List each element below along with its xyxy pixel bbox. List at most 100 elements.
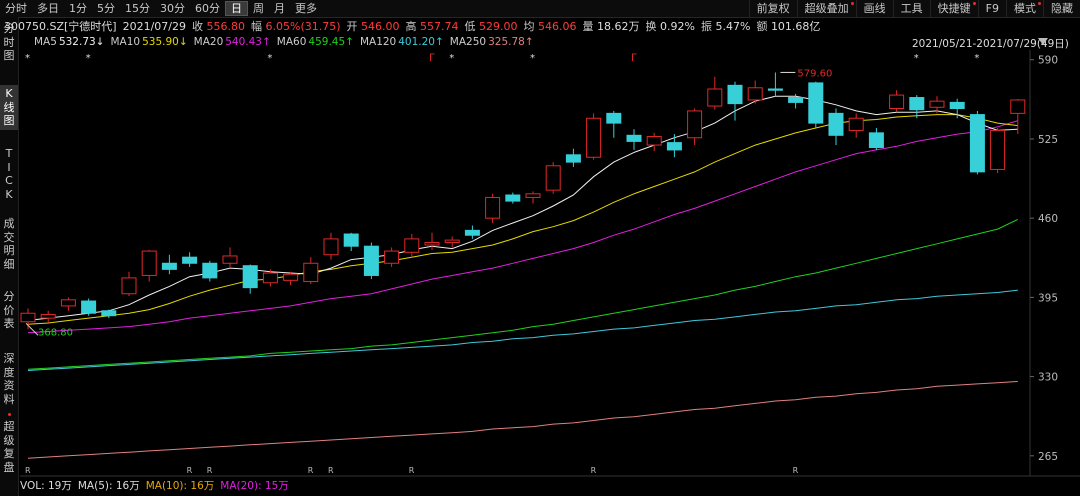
range-dropdown-icon[interactable] [1038, 38, 1048, 45]
open-value: 546.00 [361, 20, 400, 33]
candle-12 [262, 272, 278, 284]
toolbar-menu-6[interactable]: 模式 [1006, 0, 1043, 17]
event-marker-6: ᒥ [631, 53, 637, 64]
toolbar-menu-4[interactable]: 快捷键 [929, 0, 978, 17]
rights-marker-2: R [207, 466, 213, 475]
candle-6 [141, 250, 157, 276]
ma-legend-item-6: MA60 [276, 36, 307, 48]
candle-7 [161, 262, 177, 270]
toolbar-right-menu: 前复权 超级叠加 画线 工具 快捷键 F9 模式 隐藏 [748, 0, 1080, 17]
candle-19 [404, 238, 420, 253]
stock-code: 300750.SZ[宁德时代] [4, 20, 117, 33]
candle-15 [323, 238, 339, 256]
candle-39 [808, 82, 824, 124]
low-annotation-line [25, 322, 39, 336]
timeframe-tab-2[interactable]: 1分 [69, 2, 87, 15]
y-tick-label-2: 460 [1038, 213, 1058, 225]
vol-ma5: MA(5): 16万 [77, 480, 140, 492]
sidebar-tab-5[interactable]: 深度资料 [0, 350, 18, 408]
toolbar-menu-3[interactable]: 工具 [892, 0, 930, 17]
timeframe-tab-7[interactable]: 日 [225, 1, 248, 16]
ma-legend-item-8: MA120 [359, 36, 397, 48]
close-label: 收 [192, 20, 203, 33]
candle-11 [242, 265, 258, 289]
timeframe-tabs: 分时 多日 1分 5分 15分 30分 60分日周月更多 [0, 0, 322, 17]
timeframe-tab-6[interactable]: 60分 [195, 2, 220, 15]
candle-45 [929, 100, 945, 108]
candle-33 [687, 110, 703, 139]
date-range: 2021/05/21-2021/07/29(49日) [912, 38, 1069, 50]
event-marker-0: * [25, 53, 30, 64]
sidebar-tab-0[interactable]: 分时图 [0, 20, 18, 65]
timeframe-tab-8[interactable]: 周 [253, 2, 264, 15]
candle-20 [424, 242, 440, 246]
candle-0 [20, 312, 36, 323]
y-tick-label-4: 330 [1038, 372, 1058, 384]
ma-legend: MA5 532.73↓ MA10 535.90↓ MA20 540.43↑ MA60 459.… [34, 36, 540, 48]
candle-44 [909, 97, 925, 111]
event-marker-7: * [914, 53, 919, 64]
timeframe-tab-1[interactable]: 多日 [37, 2, 59, 15]
candle-14 [303, 262, 319, 283]
event-marker-4: * [449, 53, 454, 64]
close-value: 556.80 [206, 20, 246, 33]
candle-8 [182, 256, 198, 264]
candle-4 [101, 310, 117, 317]
timeframe-tab-9[interactable]: 月 [274, 2, 285, 15]
sidebar-tab-4[interactable]: 分价表 [0, 288, 18, 333]
candle-35 [727, 84, 743, 105]
candle-23 [485, 196, 501, 219]
candle-17 [363, 245, 379, 276]
toolbar-menu-7[interactable]: 隐藏 [1043, 0, 1080, 17]
event-marker-3: ᒥ [429, 53, 435, 64]
toolbar-menu-1[interactable]: 超级叠加 [796, 0, 856, 17]
ma-legend-item-0: MA5 [34, 36, 57, 48]
notification-dot-icon [8, 413, 11, 416]
timeframe-tab-4[interactable]: 15分 [125, 2, 150, 15]
rights-marker-7: R [793, 466, 799, 475]
low-annotation-label: 368.80 [38, 327, 73, 338]
candle-32 [666, 142, 682, 151]
timeframe-tab-3[interactable]: 5分 [97, 2, 115, 15]
ma-legend-item-7: 459.45↑ [308, 36, 354, 48]
rights-marker-3: R [308, 466, 314, 475]
high-value: 557.74 [420, 20, 459, 33]
y-tick-label-5: 265 [1038, 451, 1058, 463]
sidebar-tab-6[interactable]: 超级复盘 [0, 413, 18, 476]
timeframe-tab-10[interactable]: 更多 [295, 2, 317, 15]
ma-legend-item-2: MA10 [110, 36, 141, 48]
turnover-label: 换 [645, 20, 657, 33]
rights-marker-1: R [187, 466, 193, 475]
candle-41 [848, 117, 864, 131]
candle-18 [384, 250, 400, 264]
candle-25 [525, 193, 541, 198]
toolbar-menu-5[interactable]: F9 [977, 0, 1006, 17]
rights-marker-0: R [25, 466, 31, 475]
avg-label: 均 [523, 20, 535, 33]
candle-36 [747, 87, 763, 101]
sidebar-tab-label: 超级复盘 [3, 420, 15, 474]
candle-22 [464, 229, 480, 236]
candle-46 [949, 101, 965, 109]
candle-38 [788, 97, 804, 103]
ma-legend-item-9: 401.20↑ [398, 36, 444, 48]
candle-9 [202, 262, 218, 279]
candle-42 [868, 132, 884, 148]
candle-24 [505, 194, 521, 202]
toolbar-menu-0[interactable]: 前复权 [748, 0, 797, 17]
toolbar-menu-2[interactable]: 画线 [855, 0, 893, 17]
timeframe-tab-0[interactable]: 分时 [5, 2, 27, 15]
ma-legend-item-1: 532.73↓ [58, 36, 105, 48]
candle-49 [1010, 99, 1026, 114]
candle-26 [545, 165, 561, 191]
sidebar-tab-3[interactable]: 成交明细 [0, 215, 18, 273]
ma5-line [27, 95, 1018, 321]
volume-value: 18.62万 [597, 20, 640, 33]
timeframe-tab-5[interactable]: 30分 [160, 2, 185, 15]
candle-10 [222, 255, 238, 264]
amount-label: 额 [756, 20, 768, 33]
